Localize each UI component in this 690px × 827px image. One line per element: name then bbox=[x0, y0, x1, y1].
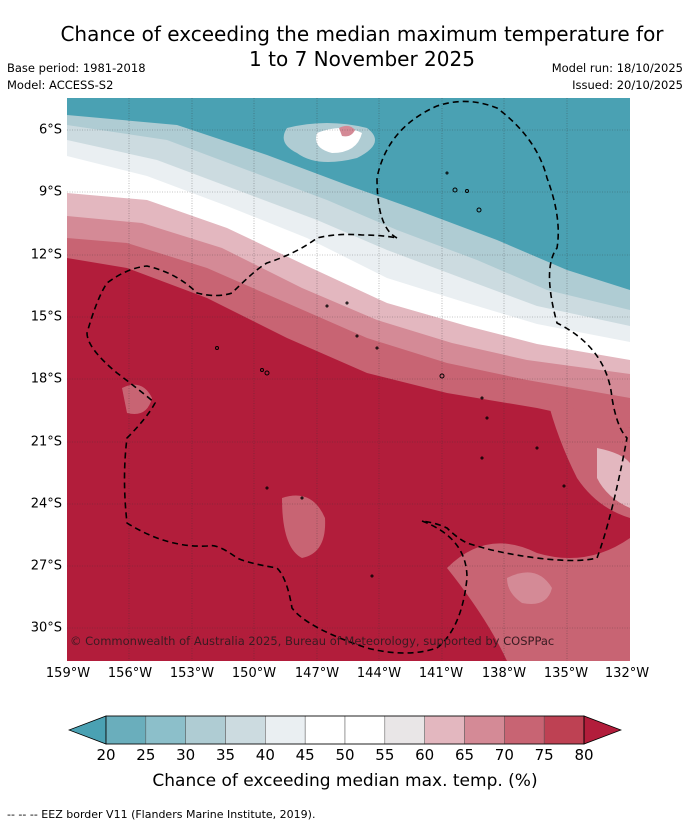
colorbar-segment bbox=[384, 715, 425, 745]
colorbar-tick-label: 60 bbox=[415, 746, 435, 764]
copyright-notice: © Commonwealth of Australia 2025, Bureau… bbox=[70, 634, 555, 648]
colorbar-tick-label: 20 bbox=[96, 746, 116, 764]
colorbar-extend-high bbox=[583, 715, 622, 745]
lon-label: 153°W bbox=[169, 666, 215, 681]
colorbar-tick-label: 55 bbox=[375, 746, 395, 764]
lat-label: 18°S bbox=[30, 371, 62, 387]
islands bbox=[215, 171, 566, 578]
lat-label: 21°S bbox=[30, 434, 62, 450]
lon-label: 159°W bbox=[45, 666, 91, 681]
base-period: Base period: 1981-2018 bbox=[7, 61, 146, 75]
patch-central bbox=[282, 495, 326, 558]
lat-label: 9°S bbox=[38, 184, 62, 200]
colorbar-tick-label: 45 bbox=[295, 746, 315, 764]
lon-label: 135°W bbox=[543, 666, 589, 681]
colorbar-tick-label: 35 bbox=[215, 746, 236, 764]
patch-north-pink bbox=[339, 125, 355, 137]
colorbar-tick-label: 30 bbox=[176, 746, 196, 764]
eez-cook-islands bbox=[376, 100, 628, 562]
lon-label: 156°W bbox=[107, 666, 153, 681]
colorbar-segment bbox=[225, 715, 266, 745]
colorbar-segment bbox=[185, 715, 226, 745]
model-run: Model run: 18/10/2025 bbox=[551, 61, 683, 75]
colorbar-tick-label: 70 bbox=[494, 746, 514, 764]
eez-french-polynesia bbox=[86, 233, 468, 654]
lat-label: 6°S bbox=[38, 122, 62, 138]
colorbar-segment bbox=[424, 715, 465, 745]
colorbar-segment bbox=[105, 715, 147, 745]
band-40 bbox=[67, 123, 630, 326]
colorbar-title: Chance of exceeding median max. temp. (%… bbox=[152, 771, 538, 791]
lat-label: 30°S bbox=[30, 620, 62, 636]
lon-label: 150°W bbox=[231, 666, 277, 681]
colorbar bbox=[68, 715, 622, 745]
probability-map bbox=[67, 98, 630, 661]
eez-borders bbox=[86, 100, 628, 654]
colorbar-tick-label: 75 bbox=[534, 746, 554, 764]
patch-southeast-light bbox=[507, 572, 552, 604]
model-name: Model: ACCESS-S2 bbox=[7, 78, 114, 92]
lat-label: 15°S bbox=[30, 309, 62, 325]
band-35 bbox=[67, 113, 630, 310]
patch-east-light bbox=[597, 448, 630, 508]
meta-left: Base period: 1981-2018 Model: ACCESS-S2 bbox=[7, 60, 146, 94]
chart-title: Chance of exceeding the median maximum t… bbox=[40, 22, 684, 72]
meta-right: Model run: 18/10/2025 Issued: 20/10/2025 bbox=[552, 60, 683, 94]
title-line-1: Chance of exceeding the median maximum t… bbox=[60, 22, 664, 46]
colorbar-extend-low bbox=[68, 715, 107, 745]
colorbar-segment bbox=[543, 715, 585, 745]
map-panel bbox=[67, 98, 630, 661]
colorbar-tick-label: 40 bbox=[255, 746, 275, 764]
patch-west bbox=[122, 384, 152, 414]
lon-label: 144°W bbox=[356, 666, 402, 681]
colorbar-segment bbox=[504, 715, 545, 745]
colorbar-tick-label: 80 bbox=[574, 746, 594, 764]
issued-date: Issued: 20/10/2025 bbox=[572, 78, 683, 92]
colorbar-tick-label: 50 bbox=[335, 746, 355, 764]
lon-label: 138°W bbox=[481, 666, 527, 681]
lon-label: 147°W bbox=[294, 666, 340, 681]
title-line-2: 1 to 7 November 2025 bbox=[249, 47, 475, 71]
colorbar-segment bbox=[304, 715, 346, 745]
colorbar-segment bbox=[464, 715, 505, 745]
band-20 bbox=[67, 98, 630, 290]
band-45 bbox=[67, 138, 630, 342]
lat-label: 12°S bbox=[30, 247, 62, 263]
lat-label: 27°S bbox=[30, 558, 62, 574]
colorbar-tick-label: 25 bbox=[136, 746, 156, 764]
colorbar-segment bbox=[265, 715, 306, 745]
colorbar-segment bbox=[344, 715, 386, 745]
lat-label: 24°S bbox=[30, 496, 62, 512]
colorbar-segment bbox=[145, 715, 186, 745]
lon-label: 141°W bbox=[418, 666, 464, 681]
colorbar-tick-label: 65 bbox=[454, 746, 475, 764]
lon-label: 132°W bbox=[604, 666, 650, 681]
footnote: -- -- -- EEZ border V11 (Flanders Marine… bbox=[7, 808, 316, 821]
